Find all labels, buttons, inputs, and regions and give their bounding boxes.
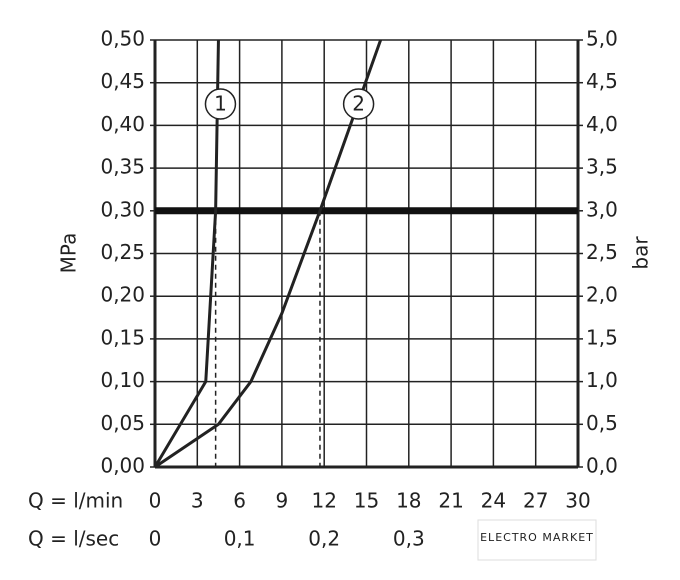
x-tick-label: 30	[565, 489, 590, 513]
y-tick-label: 0,05	[100, 411, 145, 435]
y2-axis-label: bar	[629, 236, 653, 270]
y2-tick-label: 2,5	[586, 240, 618, 264]
series-line	[153, 39, 220, 468]
y-tick-label: 0,40	[100, 112, 145, 136]
y-tick-label: 0,20	[100, 283, 145, 307]
y2-tick-label: 3,5	[586, 155, 618, 179]
x-tick-label: 15	[354, 489, 379, 513]
y2-tick-label: 4,5	[586, 69, 618, 93]
y-tick-label: 0,00	[100, 454, 145, 478]
y2-tick-label: 2,0	[586, 283, 618, 307]
series-label-circle	[342, 88, 375, 120]
y2-tick-label: 5,0	[586, 27, 618, 51]
x2-tick-label: 0,3	[393, 527, 425, 551]
x-tick-label: 24	[481, 489, 506, 513]
y2-tick-label: 0,0	[586, 454, 618, 478]
y-axis-label: MPa	[57, 233, 81, 274]
y2-tick-label: 1,5	[586, 325, 618, 349]
x-tick-label: 6	[233, 489, 246, 513]
y-tick-label: 0,45	[100, 69, 145, 93]
x-tick-label: 18	[396, 489, 421, 513]
watermark: ELECTRO MARKET	[480, 531, 594, 544]
series-line	[154, 39, 383, 469]
y-tick-label: 0,15	[100, 325, 145, 349]
y-tick-label: 0,30	[100, 197, 145, 221]
y2-tick-label: 4,0	[586, 112, 618, 136]
x-tick-label: 0	[149, 489, 162, 513]
x-tick-label: 27	[523, 489, 548, 513]
series-label: 1	[214, 92, 227, 116]
x2-tick-label: 0	[149, 527, 162, 551]
x-tick-label: 12	[311, 489, 336, 513]
x-tick-label: 9	[276, 489, 289, 513]
series-label-circle	[204, 88, 237, 120]
x2-tick-label: 0,1	[224, 527, 256, 551]
x2-tick-label: 0,2	[308, 527, 340, 551]
x-tick-label: 3	[191, 489, 204, 513]
y-tick-label: 0,25	[100, 240, 145, 264]
x-axis-label: Q = l/min	[28, 489, 123, 513]
y-tick-label: 0,35	[100, 155, 145, 179]
y-tick-label: 0,50	[100, 27, 145, 51]
watermark-box	[477, 519, 597, 561]
y2-tick-label: 3,0	[586, 197, 618, 221]
y2-tick-label: 1,0	[586, 368, 618, 392]
y-tick-label: 0,10	[100, 368, 145, 392]
x2-axis-label: Q = l/sec	[28, 527, 119, 551]
x-tick-label: 21	[438, 489, 463, 513]
y2-tick-label: 0,5	[586, 411, 618, 435]
series-label: 2	[352, 92, 365, 116]
